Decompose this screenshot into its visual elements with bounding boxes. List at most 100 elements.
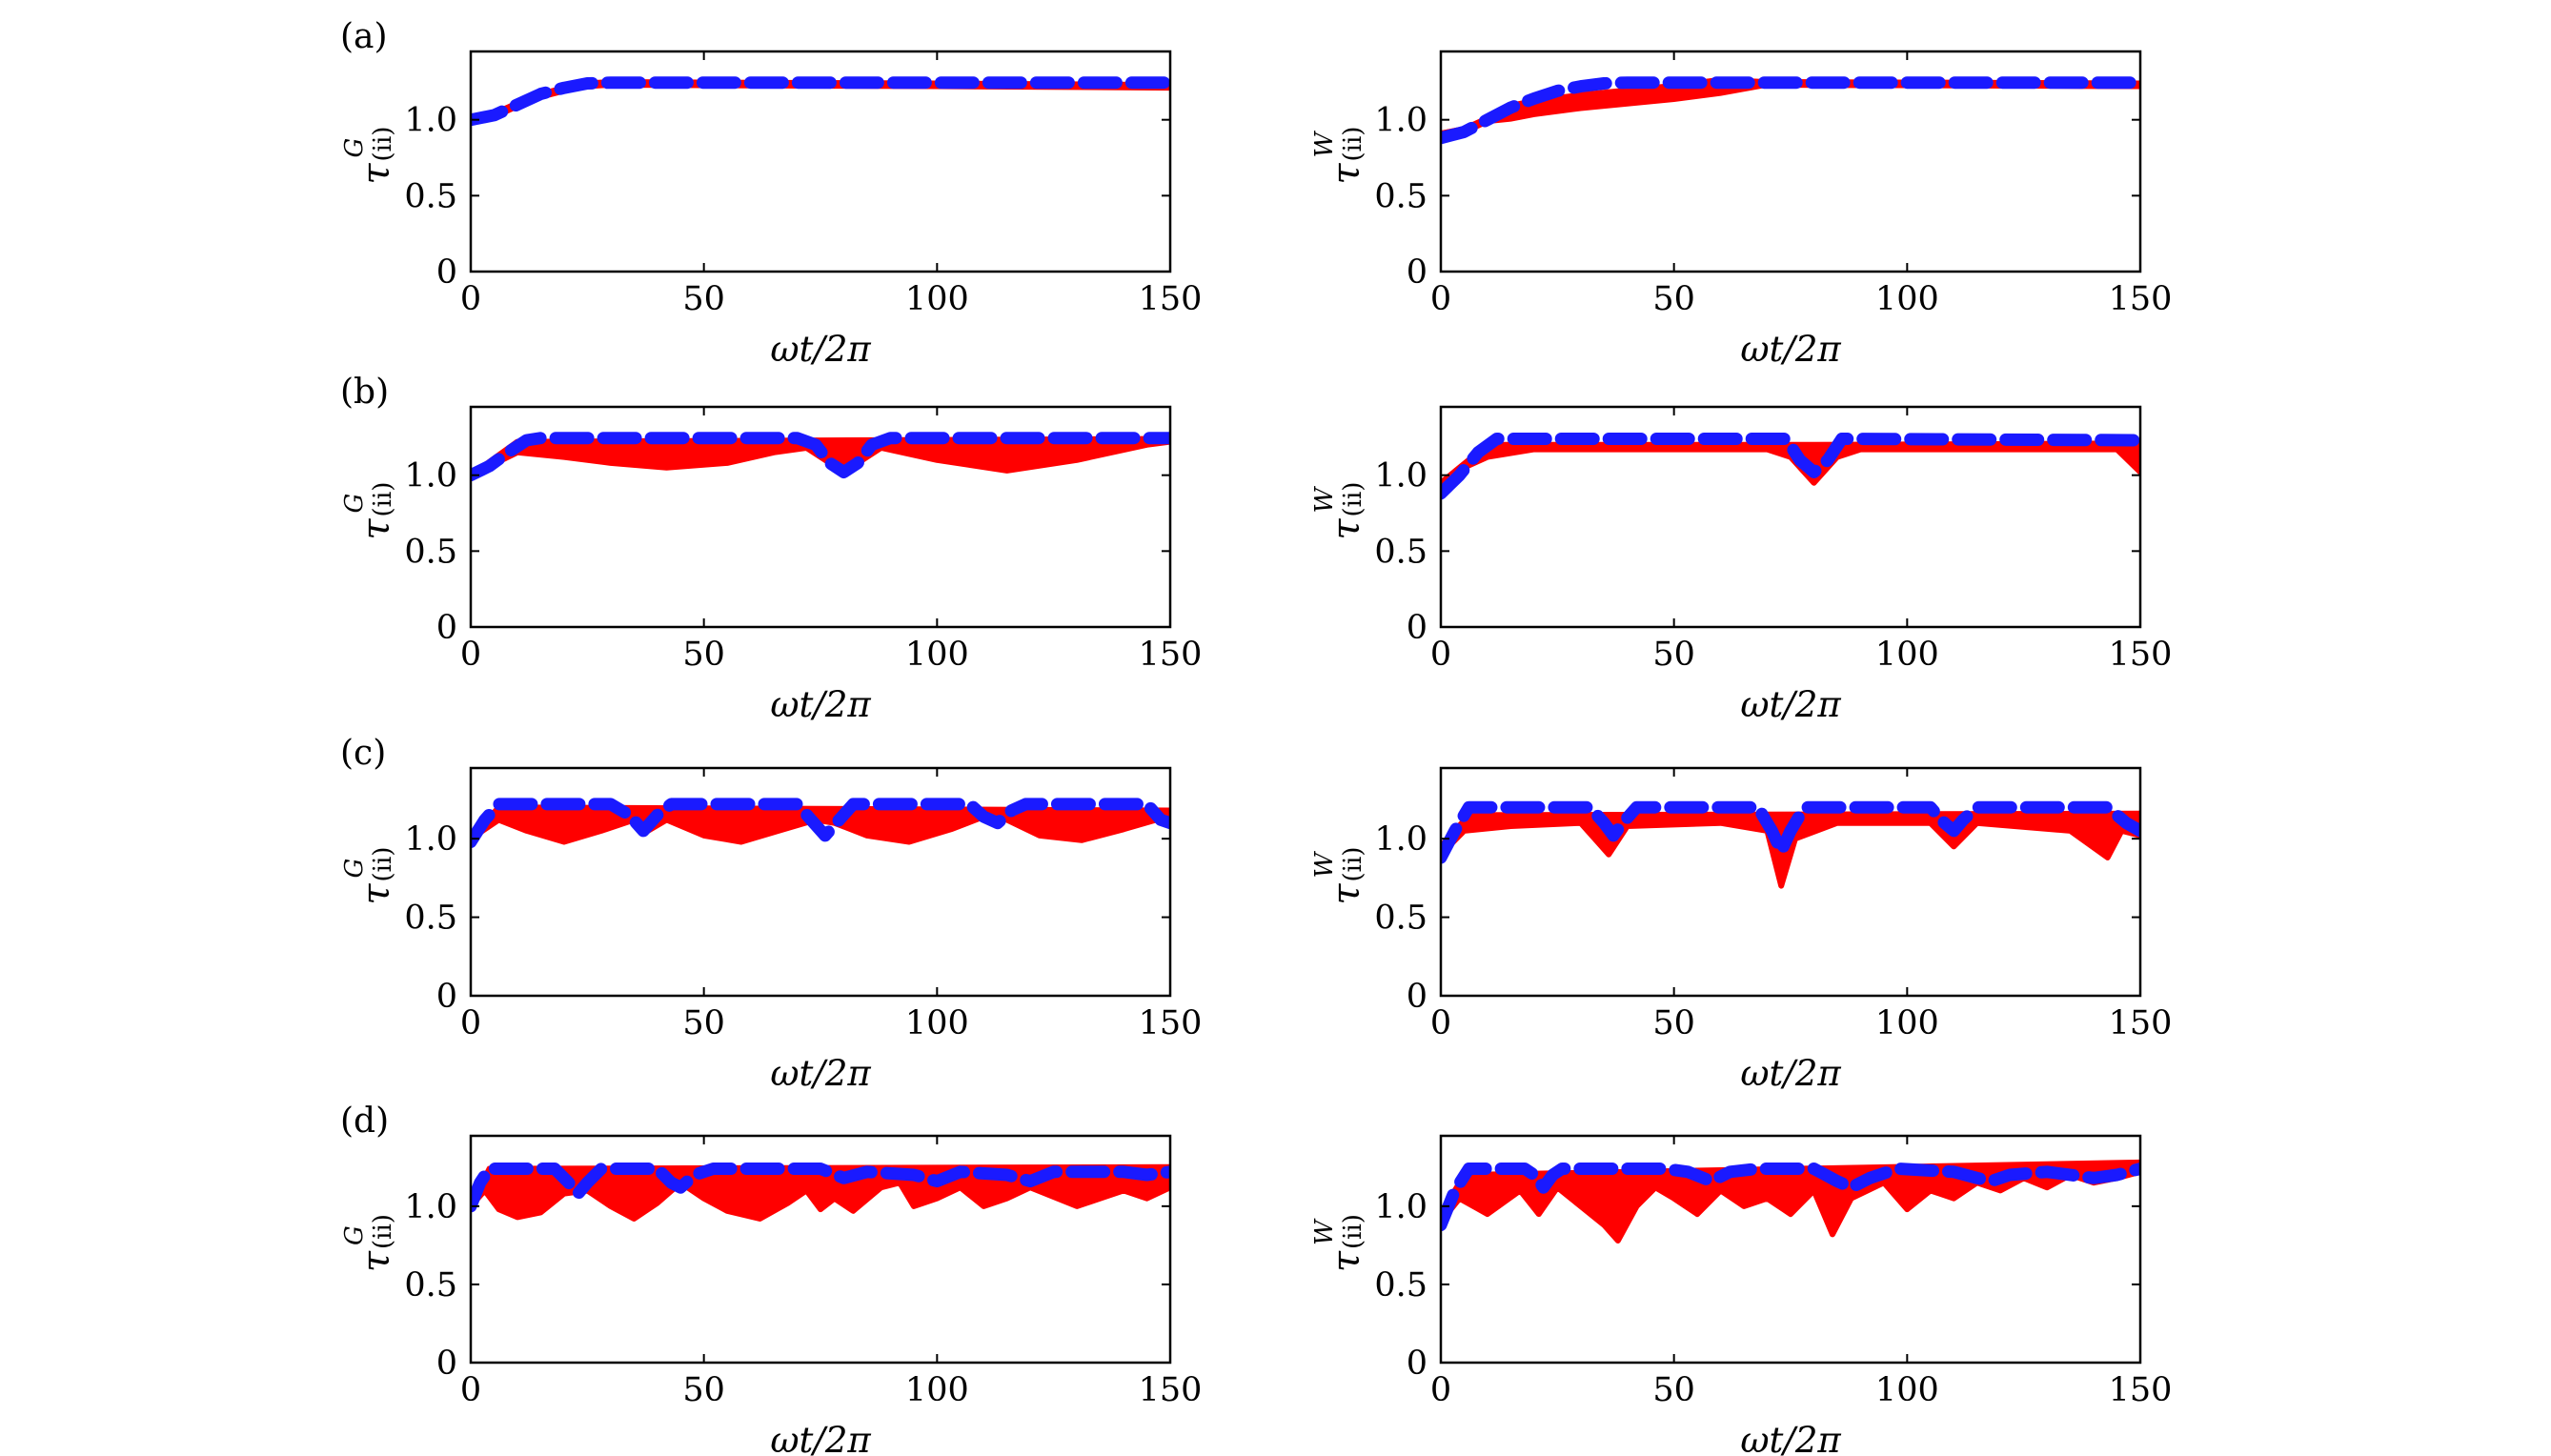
y-axis-symbol: τ	[354, 163, 398, 185]
x-tick-label: 100	[905, 280, 969, 318]
x-tick-label: 50	[1652, 1004, 1695, 1042]
x-tick-label: 50	[1652, 1371, 1695, 1409]
y-axis-symbol: τ	[1325, 163, 1368, 185]
axes-frame	[469, 405, 1172, 629]
x-tick-label: 150	[2109, 1371, 2173, 1409]
y-axis-title: τG (ii)	[340, 847, 398, 905]
y-tick-label: 1.0	[1374, 820, 1427, 859]
panel-label: (d)	[340, 1102, 389, 1141]
x-tick-label: 50	[682, 636, 725, 674]
x-tick-label: 50	[682, 1371, 725, 1409]
y-tick-label: 0	[1407, 609, 1427, 647]
panel-c-left: 0 50 100 150 0 0.5 1.0 ωt/2π τG (ii) (c)	[340, 734, 1202, 1094]
x-tick-label: 100	[905, 1371, 969, 1409]
x-tick-label: 150	[1139, 280, 1203, 318]
x-axis-title: ωt/2π	[1740, 1053, 1841, 1094]
x-tick-label: 50	[1652, 636, 1695, 674]
x-tick-label: 0	[1430, 636, 1451, 674]
blue-dashed-line	[1441, 1163, 2140, 1232]
x-tick-label: 0	[460, 280, 481, 318]
panel-b-left: 0 50 100 150 0 0.5 1.0 ωt/2π τG (ii) (b)	[340, 373, 1202, 725]
x-tick-label: 100	[905, 636, 969, 674]
y-axis-subscript: (ii)	[1339, 847, 1367, 882]
x-tick-label: 150	[1139, 636, 1203, 674]
y-tick-label: 0	[1407, 978, 1427, 1016]
blue-dashed-line	[471, 76, 1170, 127]
blue-dashed-line	[471, 798, 1170, 848]
y-axis-subscript: (ii)	[369, 127, 397, 162]
y-tick-label: 0.5	[404, 177, 457, 215]
x-axis-title: ωt/2π	[1740, 329, 1841, 370]
y-axis-symbol: τ	[354, 518, 398, 540]
plot-area	[1441, 1159, 2140, 1244]
x-tick-label: 0	[1430, 1371, 1451, 1409]
x-tick-label: 100	[1875, 1371, 1939, 1409]
x-tick-label: 150	[2109, 280, 2173, 318]
y-axis-title: τW (ii)	[1310, 847, 1368, 905]
x-tick-label: 100	[1875, 280, 1939, 318]
y-axis-superscript: W	[1310, 1218, 1339, 1245]
panel-d-right: 0 50 100 150 0 0.5 1.0 ωt/2π τW (ii)	[1310, 1134, 2173, 1456]
y-axis-subscript: (ii)	[369, 1214, 397, 1249]
y-axis-superscript: W	[1310, 486, 1339, 514]
plot-area	[471, 798, 1170, 848]
y-tick-label: 0.5	[404, 533, 457, 571]
y-tick-label: 0.5	[404, 1266, 457, 1304]
y-tick-label: 0.5	[1374, 1266, 1427, 1304]
panel-a-right: 0 50 100 150 0 0.5 1.0 ωt/2π τW (ii)	[1310, 50, 2173, 370]
blue-dashed-line	[471, 1163, 1170, 1213]
panel-b-right: 0 50 100 150 0 0.5 1.0 ωt/2π τW (ii)	[1310, 405, 2172, 725]
plot-area	[471, 432, 1170, 482]
y-tick-label: 0	[436, 609, 457, 647]
y-axis-subscript: (ii)	[1339, 127, 1367, 162]
y-axis-symbol: τ	[1325, 883, 1368, 905]
plot-area	[471, 76, 1170, 127]
x-axis-title: ωt/2π	[770, 684, 871, 725]
panel-d-left: 0 50 100 150 0 0.5 1.0 ωt/2π τG (ii) (d)	[340, 1102, 1202, 1456]
y-axis-superscript: W	[1310, 851, 1339, 879]
x-axis-title: ωt/2π	[1740, 684, 1841, 725]
y-tick-label: 1.0	[404, 457, 457, 495]
x-tick-label: 0	[460, 1371, 481, 1409]
y-axis-subscript: (ii)	[369, 847, 397, 882]
y-tick-label: 0.5	[1374, 177, 1427, 215]
axes-frame	[469, 1134, 1172, 1365]
x-tick-label: 150	[1139, 1004, 1203, 1042]
y-tick-label: 0	[1407, 253, 1427, 292]
x-axis-title: ωt/2π	[1740, 1420, 1841, 1456]
blue-dashed-line	[1441, 433, 2140, 500]
axes-frame	[1439, 405, 2142, 629]
y-tick-label: 0	[436, 253, 457, 292]
y-tick-label: 0	[436, 1345, 457, 1383]
y-tick-label: 0.5	[1374, 900, 1427, 938]
y-tick-label: 1.0	[1374, 457, 1427, 495]
blue-dashed-line	[1441, 76, 2140, 145]
y-axis-symbol: τ	[1325, 1250, 1368, 1272]
x-tick-label: 100	[1875, 1004, 1939, 1042]
y-tick-label: 1.0	[1374, 1188, 1427, 1226]
y-axis-superscript: W	[1310, 131, 1339, 158]
y-axis-subscript: (ii)	[369, 482, 397, 517]
y-axis-title: τG (ii)	[340, 127, 398, 185]
axes-frame	[469, 50, 1172, 273]
y-axis-title: τW (ii)	[1310, 1214, 1368, 1272]
y-tick-label: 1.0	[1374, 102, 1427, 140]
panel-label: (b)	[340, 373, 389, 412]
x-tick-label: 150	[1139, 1371, 1203, 1409]
panel-label: (c)	[340, 734, 386, 773]
x-axis-title: ωt/2π	[770, 329, 871, 370]
x-tick-label: 150	[2109, 1004, 2173, 1042]
y-axis-superscript: G	[340, 859, 369, 879]
y-axis-title: τW (ii)	[1310, 127, 1368, 185]
plot-area	[1441, 800, 2140, 889]
axes-frame	[1439, 766, 2142, 998]
y-axis-superscript: G	[340, 1225, 369, 1245]
blue-dashed-line	[1441, 800, 2140, 864]
plot-area	[1441, 433, 2140, 500]
axes-frame	[1439, 1134, 2142, 1365]
y-axis-subscript: (ii)	[1339, 482, 1367, 517]
x-tick-label: 0	[1430, 1004, 1451, 1042]
x-axis-title: ωt/2π	[770, 1420, 871, 1456]
y-tick-label: 1.0	[404, 1188, 457, 1226]
